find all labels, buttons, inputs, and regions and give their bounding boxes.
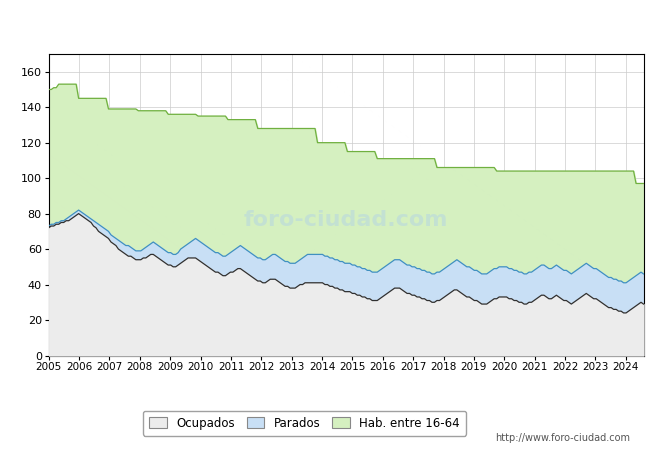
Text: http://www.foro-ciudad.com: http://www.foro-ciudad.com: [495, 433, 630, 443]
Legend: Ocupados, Parados, Hab. entre 16-64: Ocupados, Parados, Hab. entre 16-64: [143, 411, 466, 436]
Text: foro-ciudad.com: foro-ciudad.com: [244, 210, 448, 230]
Text: Bohoyo - Evolucion de la poblacion en edad de Trabajar Agosto de 2024: Bohoyo - Evolucion de la poblacion en ed…: [84, 17, 566, 30]
